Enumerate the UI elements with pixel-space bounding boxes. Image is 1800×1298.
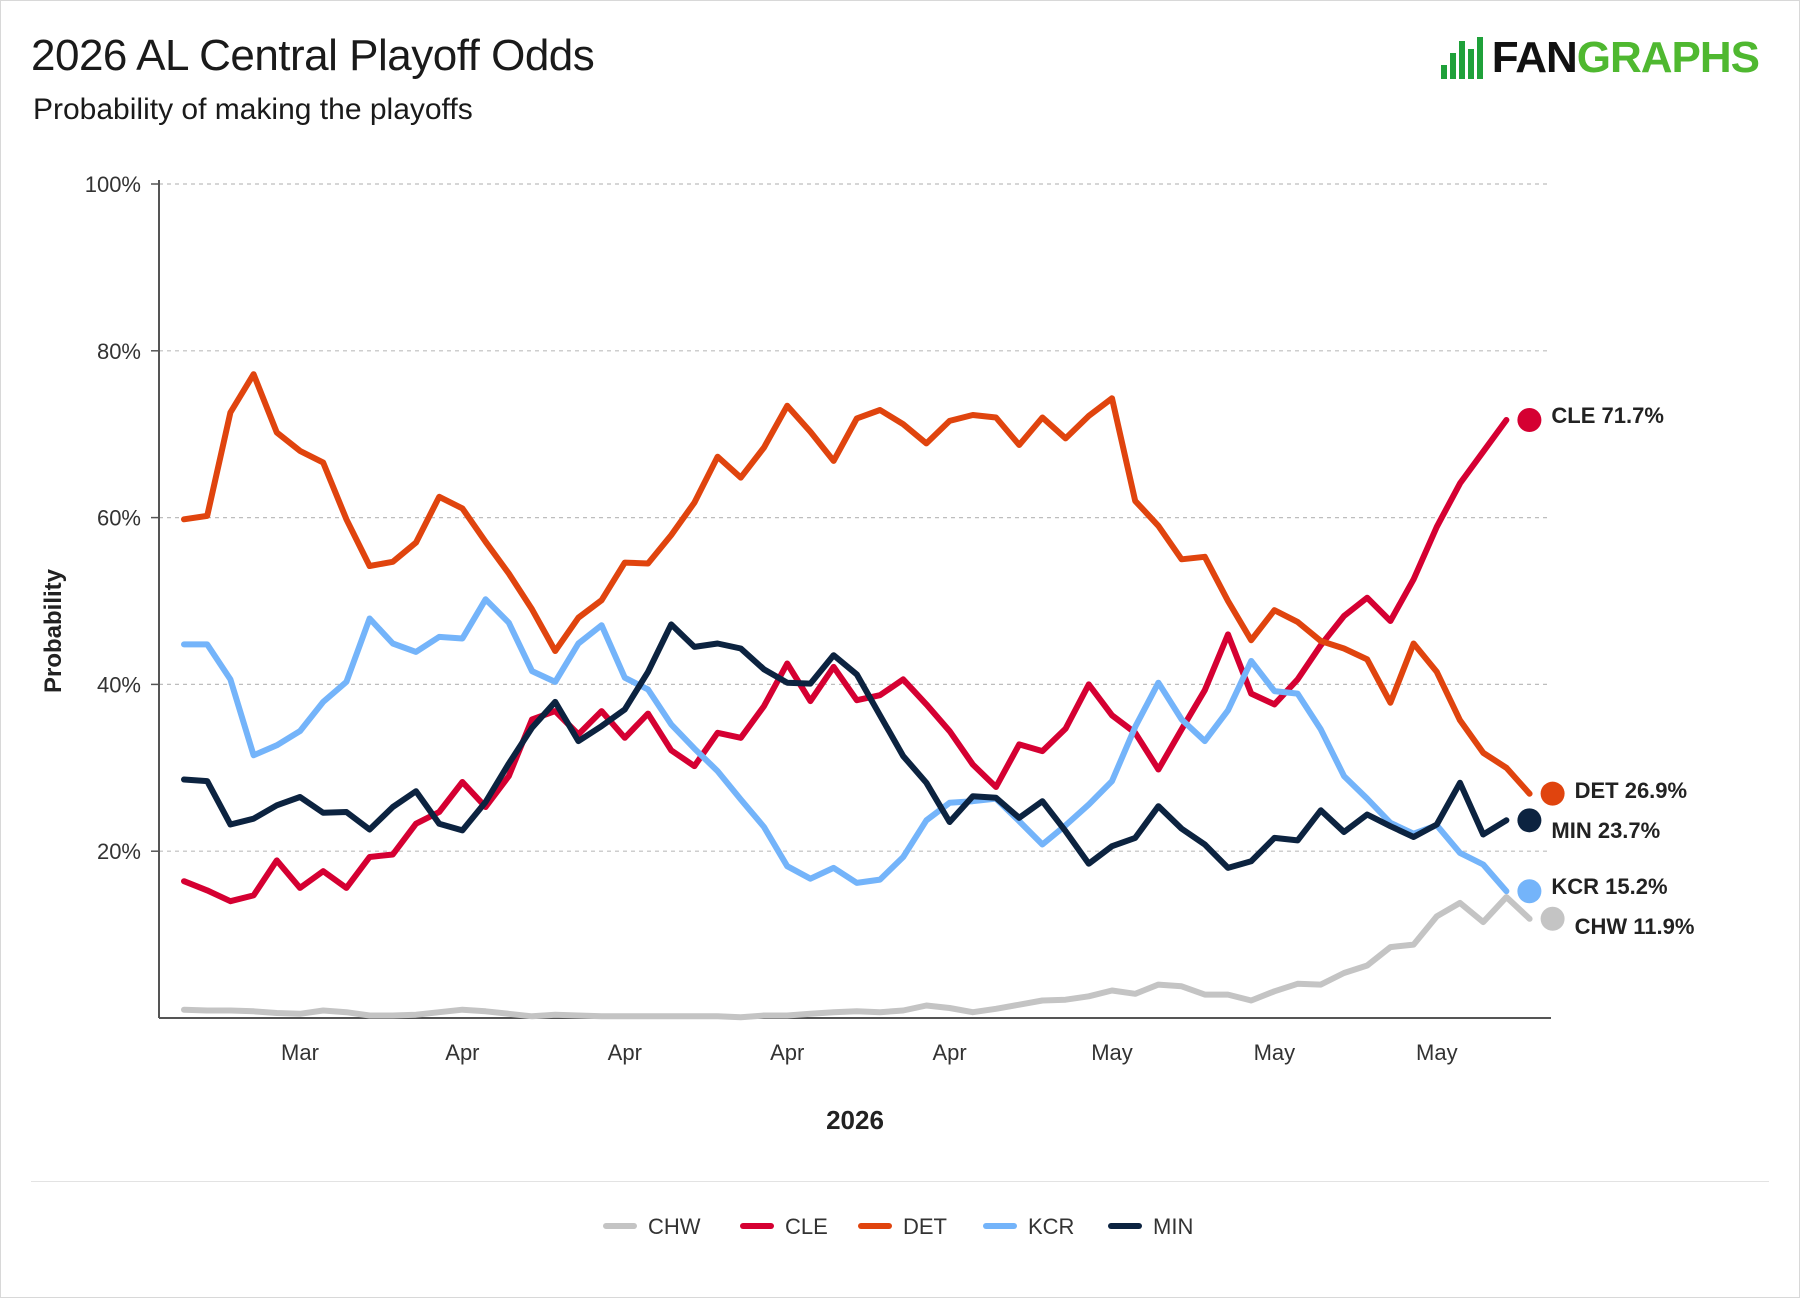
- y-axis-ticks: 20% 40% 60% 80% 100%: [85, 172, 159, 864]
- x-tick-label: May: [1416, 1040, 1458, 1065]
- y-tick-label: 40%: [97, 672, 141, 697]
- endpoint-marker-cle: [1517, 408, 1542, 433]
- y-tick-label: 20%: [97, 839, 141, 864]
- legend-item-cle[interactable]: CLE: [785, 1214, 828, 1239]
- x-tick-label: May: [1254, 1040, 1296, 1065]
- fangraphs-bars-icon: [1440, 37, 1486, 79]
- chart-subtitle: Probability of making the playoffs: [33, 93, 473, 126]
- endpoint-label-cle: CLE 71.7%: [1551, 403, 1664, 428]
- series-line-kcr: [181, 596, 1510, 895]
- endpoint-label-kcr: KCR 15.2%: [1551, 874, 1667, 899]
- endpoint-marker-chw: [1540, 906, 1565, 931]
- x-tick-label: Apr: [445, 1040, 479, 1065]
- x-tick-label: Mar: [281, 1040, 319, 1065]
- x-axis-label: 2026: [826, 1105, 884, 1135]
- logo-text-fan: FAN: [1491, 33, 1578, 82]
- fangraphs-logo[interactable]: FAN GRAPHS: [1440, 33, 1760, 83]
- x-tick-label: Apr: [770, 1040, 804, 1065]
- endpoint-marker-kcr: [1517, 879, 1542, 904]
- x-tick-label: May: [1091, 1040, 1133, 1065]
- logo-text-graphs: GRAPHS: [1576, 33, 1760, 82]
- x-tick-label: Apr: [932, 1040, 966, 1065]
- series-lines: [181, 371, 1533, 1021]
- endpoint-marker-min: [1517, 808, 1542, 833]
- legend-item-det[interactable]: DET: [903, 1214, 947, 1239]
- endpoint-marker-det: [1540, 781, 1565, 806]
- x-tick-label: Apr: [608, 1040, 642, 1065]
- gridlines: [159, 183, 1551, 852]
- series-line-chw: [181, 894, 1533, 1021]
- y-tick-label: 80%: [97, 339, 141, 364]
- legend-item-min[interactable]: MIN: [1153, 1214, 1193, 1239]
- legend-item-kcr[interactable]: KCR: [1028, 1214, 1074, 1239]
- endpoint-label-chw: CHW 11.9%: [1575, 914, 1695, 939]
- y-tick-label: 100%: [85, 172, 141, 197]
- y-axis-label: Probability: [40, 568, 67, 693]
- series-line-det: [181, 371, 1533, 797]
- endpoint-label-det: DET 26.9%: [1575, 778, 1688, 803]
- series-line-min: [181, 621, 1510, 871]
- endpoint-label-min: MIN 23.7%: [1551, 818, 1660, 843]
- legend-item-chw[interactable]: CHW: [648, 1214, 701, 1239]
- legend: CHW CLE DET KCR MIN: [603, 1214, 1193, 1239]
- legend-divider: [31, 1181, 1769, 1182]
- y-tick-label: 60%: [97, 506, 141, 531]
- series-endpoints: CHW 11.9% CLE 71.7% DET 26.9% KCR 15.2% MIN …: [1517, 403, 1694, 939]
- x-axis-ticks: Mar Apr Apr Apr Apr May May May: [281, 1040, 1458, 1065]
- chart-title: 2026 AL Central Playoff Odds: [31, 31, 595, 80]
